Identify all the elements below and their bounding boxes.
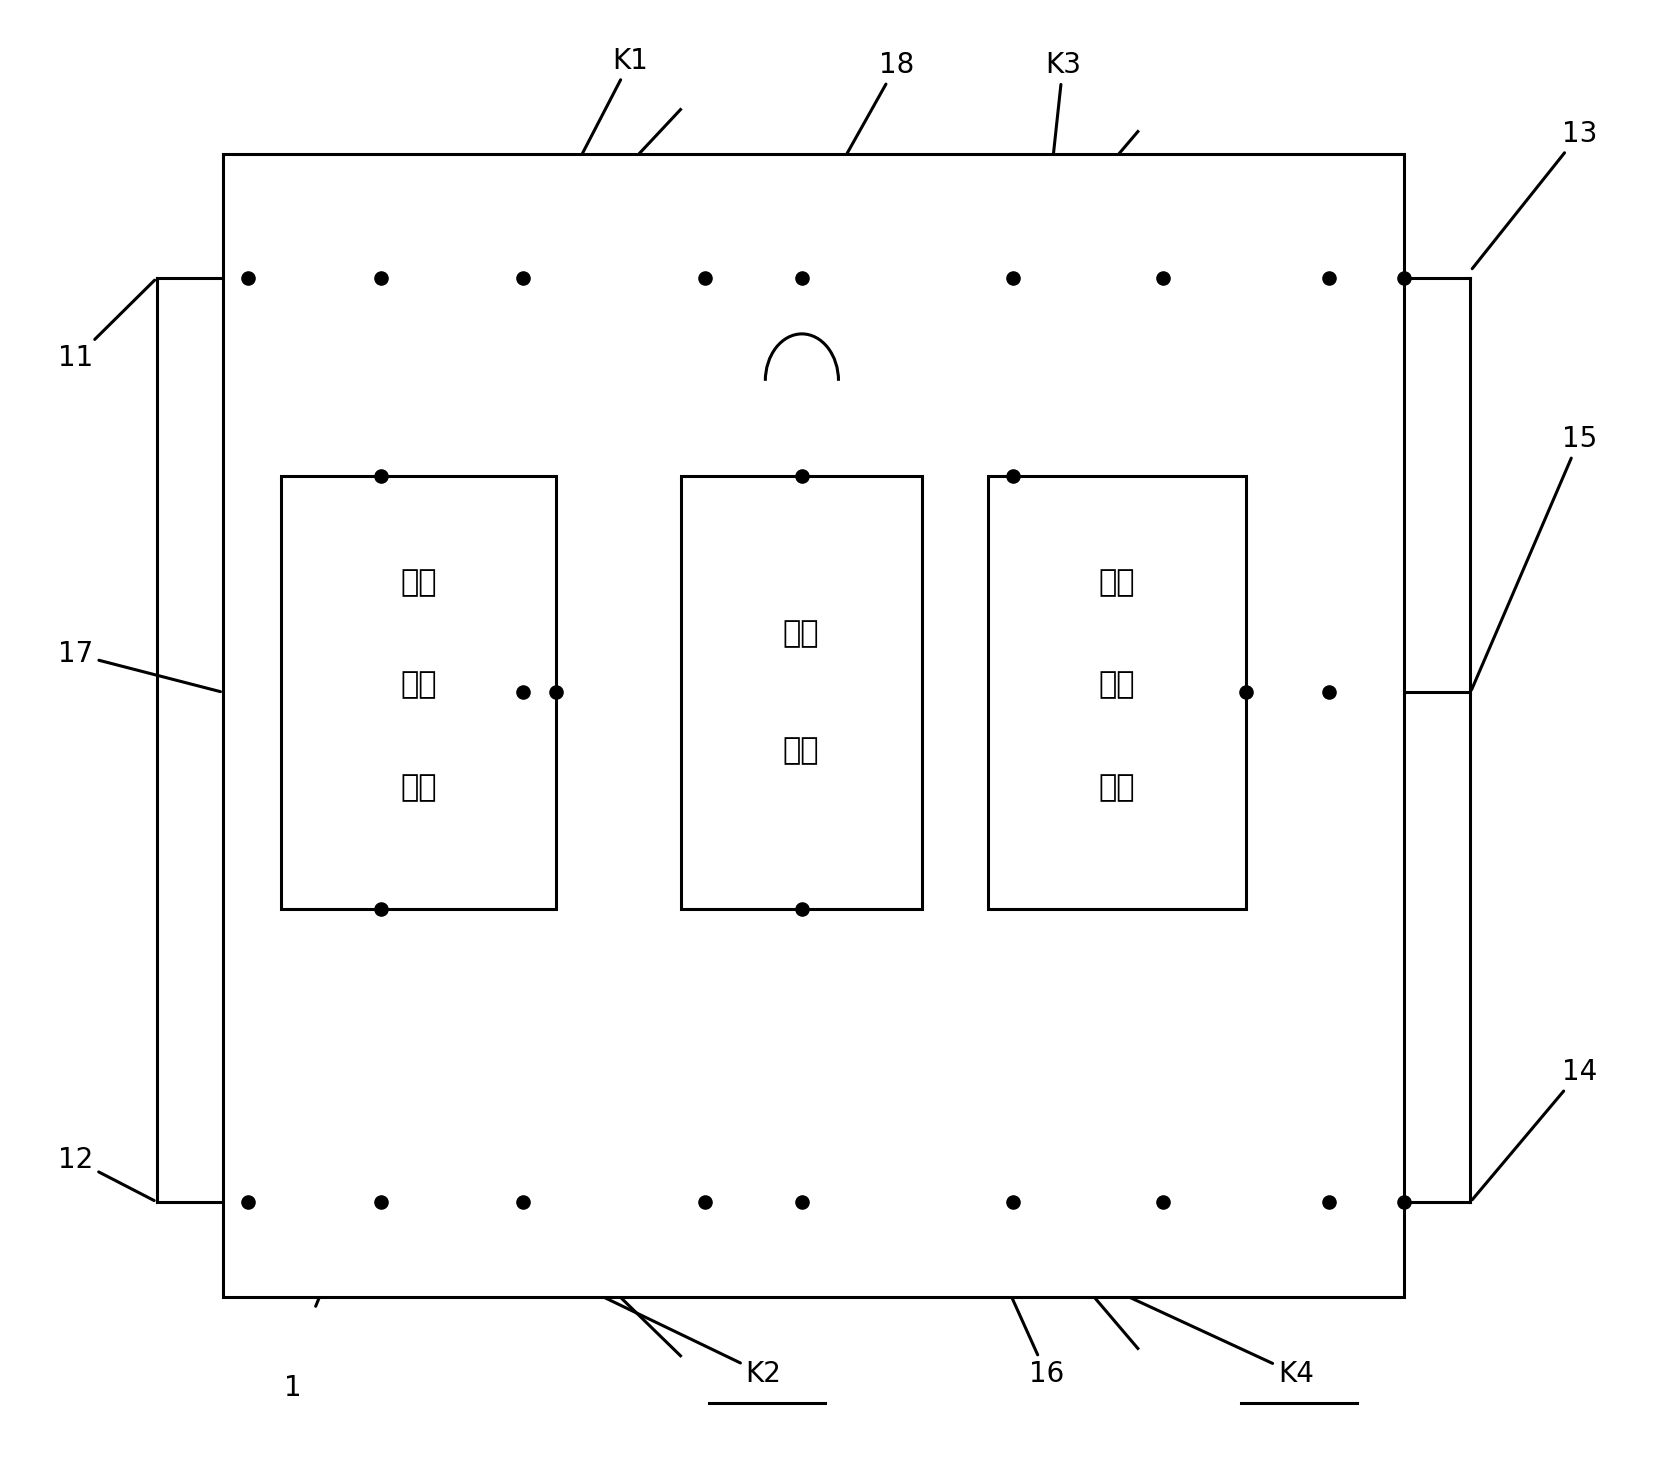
Point [367,266,394,290]
Point [1316,1190,1343,1214]
Text: K1: K1 [557,46,649,203]
Point [510,1190,537,1214]
Point [1149,266,1176,290]
Point [788,897,815,921]
Text: K3: K3 [1045,50,1082,216]
Point [693,266,719,290]
Text: 1: 1 [283,1373,302,1402]
Text: 14: 14 [1472,1058,1597,1200]
Text: 18: 18 [795,50,914,247]
Point [788,465,815,488]
Point [1390,1190,1417,1214]
Point [1316,266,1343,290]
Text: 12: 12 [59,1146,154,1200]
Bar [223,154,1404,1296]
Point [1149,1190,1176,1214]
Point [788,266,815,290]
Point [999,1190,1026,1214]
Point [542,681,569,704]
Point [1233,681,1259,704]
Bar [681,477,922,909]
Point [367,897,394,921]
Text: K2: K2 [567,1279,781,1388]
Point [999,266,1026,290]
Text: 17: 17 [59,641,220,691]
Point [999,465,1026,488]
Text: 开关: 开关 [1098,568,1135,596]
Text: 模块: 模块 [401,773,436,802]
Point [510,681,537,704]
Text: 模块: 模块 [1098,773,1135,802]
Point [235,1190,262,1214]
Point [367,465,394,488]
Text: K4: K4 [1090,1279,1313,1388]
Bar [988,477,1246,909]
Point [1316,681,1343,704]
Text: 13: 13 [1472,120,1597,269]
Point [788,1190,815,1214]
Text: 15: 15 [1472,425,1597,690]
Point [235,266,262,290]
Point [1390,266,1417,290]
Text: 16: 16 [998,1265,1063,1388]
Text: 储能: 储能 [783,619,820,648]
Point [510,266,537,290]
Bar [282,477,555,909]
Text: 驱动: 驱动 [1098,670,1135,700]
Text: 模块: 模块 [783,737,820,765]
Text: 电源: 电源 [401,670,436,700]
Text: 隔离: 隔离 [401,568,436,596]
Point [367,1190,394,1214]
Text: 11: 11 [59,280,154,371]
Point [693,1190,719,1214]
